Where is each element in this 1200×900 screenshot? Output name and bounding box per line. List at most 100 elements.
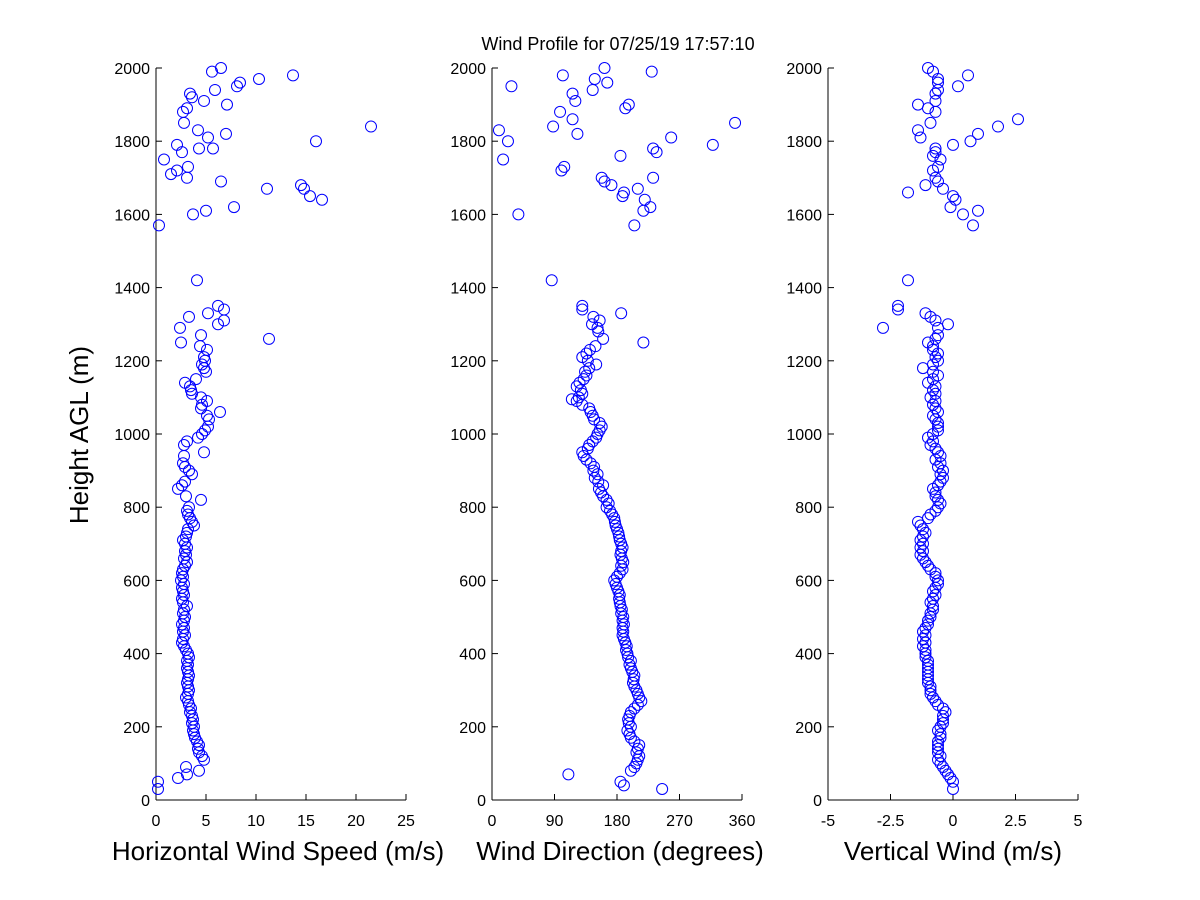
data-point — [497, 153, 510, 166]
data-point — [178, 438, 190, 451]
data-point — [613, 534, 626, 547]
data-point — [914, 548, 927, 561]
data-point — [181, 435, 193, 448]
data-point — [177, 457, 189, 470]
y-tick-label: 800 — [795, 500, 822, 517]
data-point — [196, 428, 208, 440]
data-point — [215, 62, 227, 74]
panel-wind-direction: 0 200 400 600 800 1000 1200 1400 1600 1800 2000 0 90… — [450, 61, 763, 866]
data-point — [929, 171, 942, 184]
data-point — [922, 654, 934, 667]
y-tick-label: 200 — [123, 720, 150, 737]
data-point — [310, 135, 322, 148]
data-point — [902, 186, 914, 199]
data-point — [180, 530, 192, 543]
data-point — [922, 618, 934, 631]
data-point — [919, 629, 932, 642]
data-point — [200, 204, 212, 217]
data-point — [927, 592, 939, 605]
data-point — [609, 519, 622, 532]
y-tick-label: 200 — [795, 720, 822, 737]
data-point — [183, 684, 195, 697]
x-tick-label: 360 — [729, 813, 756, 830]
data-point — [962, 69, 974, 82]
data-point — [601, 76, 614, 89]
data-point — [932, 742, 944, 755]
data-point — [174, 321, 186, 334]
y-tick-label: 1200 — [450, 354, 486, 371]
data-point — [932, 739, 944, 752]
data-point — [608, 574, 621, 587]
data-point — [922, 658, 934, 671]
y-tick-label: 800 — [459, 500, 486, 517]
data-point — [927, 398, 939, 411]
data-point — [647, 142, 660, 155]
y-tick-label: 600 — [459, 573, 486, 590]
data-point — [912, 124, 924, 137]
data-point — [187, 713, 199, 726]
data-point — [932, 175, 944, 188]
data-point — [942, 768, 954, 781]
data-point — [914, 541, 927, 554]
data-point — [183, 464, 195, 477]
data-point — [566, 113, 579, 126]
x-tick-label: 10 — [247, 813, 265, 830]
data-point — [186, 387, 198, 400]
data-point — [181, 102, 193, 115]
data-point — [580, 347, 593, 360]
data-point — [199, 354, 211, 367]
data-point — [922, 614, 934, 627]
data-point — [919, 307, 932, 320]
data-point — [924, 116, 937, 129]
data-point — [964, 135, 977, 148]
data-point — [492, 124, 505, 137]
data-point — [253, 72, 265, 85]
data-point — [212, 318, 224, 331]
data-point — [181, 171, 193, 184]
data-point — [176, 479, 188, 492]
y-tick-label: 1400 — [114, 281, 150, 298]
data-point — [927, 585, 939, 598]
data-point — [932, 724, 944, 737]
data-point — [622, 98, 635, 111]
y-tick-label: 1400 — [786, 281, 822, 298]
y-tick-label: 800 — [123, 500, 150, 517]
x-axis-label-vertical-wind: Vertical Wind (m/s) — [844, 836, 1062, 866]
data-point — [919, 643, 932, 656]
data-point — [202, 131, 214, 144]
data-point — [592, 475, 605, 488]
data-point — [218, 314, 230, 327]
data-point — [177, 534, 189, 547]
data-point — [633, 750, 646, 763]
data-point — [193, 764, 205, 777]
data-point — [201, 343, 213, 356]
data-point — [656, 783, 669, 796]
data-point — [595, 171, 608, 184]
data-point — [932, 354, 944, 367]
data-point — [924, 687, 937, 700]
data-point — [934, 497, 947, 510]
y-tick-label: 2000 — [786, 61, 822, 78]
y-tick-label: 1000 — [450, 427, 486, 444]
y-tick-label: 1600 — [114, 207, 150, 224]
data-point — [617, 186, 630, 199]
data-point — [586, 83, 599, 96]
data-point — [181, 676, 193, 689]
data-point — [574, 384, 587, 397]
data-point — [183, 698, 195, 711]
y-tick-label: 2000 — [450, 61, 486, 78]
data-point — [199, 424, 211, 437]
data-point — [576, 351, 589, 364]
data-point — [934, 475, 947, 488]
data-point — [929, 581, 942, 594]
x-tick-label: 270 — [666, 813, 693, 830]
data-point — [158, 153, 170, 166]
data-point — [184, 87, 196, 100]
data-point — [192, 431, 204, 444]
x-tick-label: -5 — [821, 813, 835, 830]
y-tick-label: 400 — [123, 647, 150, 664]
data-point — [917, 625, 929, 638]
data-point — [919, 526, 932, 539]
data-point — [706, 138, 719, 151]
